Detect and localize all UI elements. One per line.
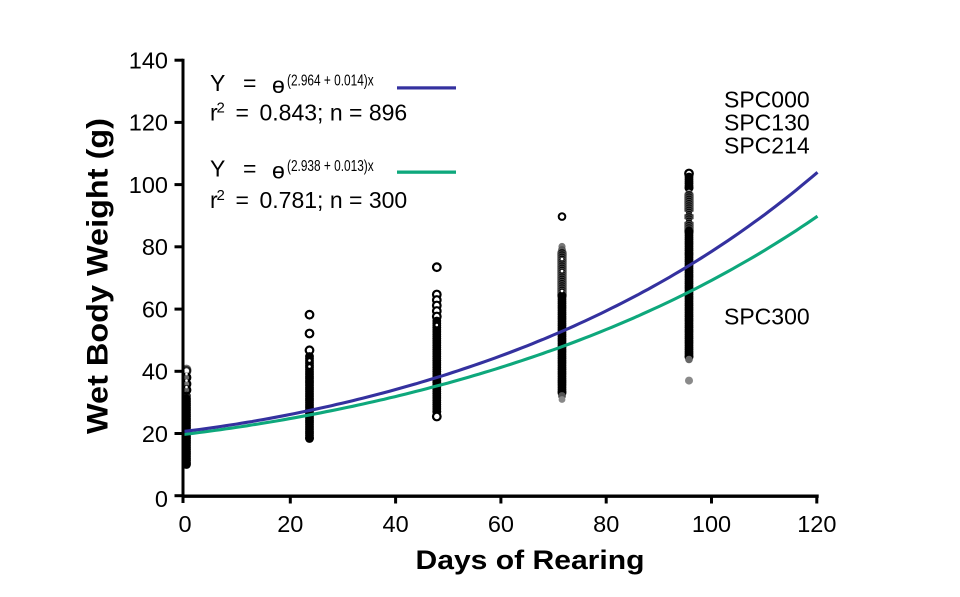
svg-text:Y=ɵ(2.964 + 0.014)x: Y = ɵ (2.964 + 0.014)x [210,70,374,98]
svg-text:20: 20 [142,421,168,447]
svg-text:40: 40 [383,511,409,537]
svg-text:r2=0.781; n = 300: r2 = 0.781; n = 300 [210,187,407,213]
svg-text:Y=ɵ(2.938 + 0.013)x: Y = ɵ (2.938 + 0.013)x [210,156,374,184]
svg-text:120: 120 [797,511,836,537]
svg-text:140: 140 [129,48,168,74]
svg-text:r2=0.843; n = 896: r2 = 0.843; n = 896 [210,100,407,126]
svg-text:0: 0 [155,486,168,512]
svg-text:80: 80 [142,234,168,260]
svg-text:80: 80 [593,511,619,537]
svg-text:SPC214: SPC214 [724,132,810,158]
svg-text:60: 60 [488,511,514,537]
svg-text:100: 100 [129,172,168,198]
svg-text:60: 60 [142,296,168,322]
svg-text:120: 120 [129,110,168,136]
svg-text:Days of Rearing: Days of Rearing [416,545,645,575]
svg-text:SPC130: SPC130 [724,110,810,136]
svg-text:0: 0 [178,511,191,537]
svg-text:Wet Body Weight (g): Wet Body Weight (g) [82,118,115,434]
svg-text:SPC300: SPC300 [724,304,810,330]
svg-text:SPC000: SPC000 [724,87,810,113]
svg-text:20: 20 [277,511,303,537]
svg-text:100: 100 [692,511,731,537]
svg-text:40: 40 [142,359,168,385]
